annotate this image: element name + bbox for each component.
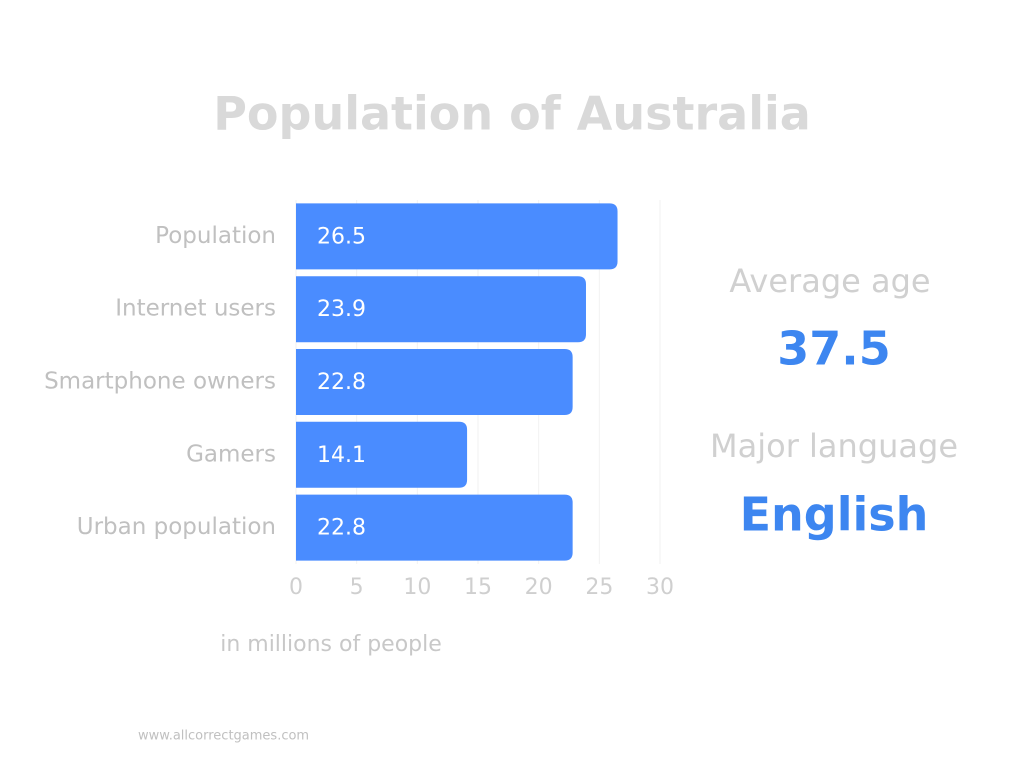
x-tick-label: 5 [350,575,364,600]
stat-label: Average age [729,262,930,300]
data-label: 22.8 [317,370,366,395]
bar [296,203,618,270]
stat-label: Major language [710,427,958,465]
stat-value: English [740,488,929,542]
bar [296,276,586,343]
y-tick-label: Gamers [186,441,276,467]
y-tick-label: Internet users [115,296,276,322]
data-label: 22.8 [317,516,366,541]
x-tick-label: 30 [646,575,674,600]
y-tick-label: Urban population [77,514,276,540]
data-label: 14.1 [317,443,366,468]
footer: www.allcorrectgames.com [138,729,309,744]
x-tick-label: 15 [464,575,492,600]
bar [296,494,573,561]
bar [296,421,468,488]
x-tick-label: 0 [289,575,303,600]
chart-title: Population of Australia [213,87,811,141]
y-tick-label: Smartphone owners [44,369,276,395]
x-axis-label: in millions of people [220,632,442,657]
x-tick-label: 25 [585,575,613,600]
y-tick-label: Population [155,223,276,249]
data-label: 26.5 [317,224,366,249]
x-tick-label: 10 [403,575,431,600]
x-tick-label: 20 [525,575,553,600]
stat-value: 37.5 [777,322,891,376]
data-label: 23.9 [317,297,366,322]
bar [296,349,573,415]
